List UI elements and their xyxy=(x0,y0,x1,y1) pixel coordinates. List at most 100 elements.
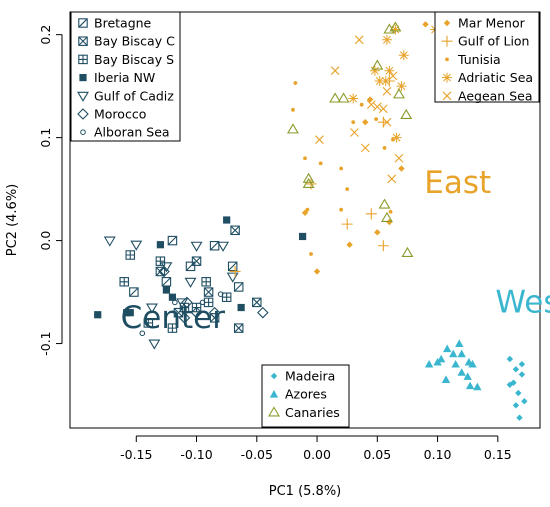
x-tick-label: -0.10 xyxy=(180,447,212,462)
data-point xyxy=(366,100,376,110)
data-point xyxy=(457,368,466,376)
x-axis-label: PC1 (5.8%) xyxy=(269,484,342,499)
y-axis-label: PC2 (4.6%) xyxy=(5,184,20,257)
series-tunisia xyxy=(291,81,395,256)
data-point xyxy=(366,96,374,103)
legend-marker-azores xyxy=(269,390,279,398)
data-point xyxy=(217,291,224,297)
data-point xyxy=(374,117,379,121)
data-point xyxy=(515,389,522,397)
data-point xyxy=(156,241,164,249)
data-point xyxy=(465,381,475,390)
data-point xyxy=(199,299,206,306)
data-point xyxy=(351,120,356,125)
data-point xyxy=(371,59,384,70)
data-point xyxy=(315,135,324,145)
data-point xyxy=(374,75,385,86)
legend-box xyxy=(434,11,540,103)
region-label-center: Center xyxy=(121,300,226,336)
data-point xyxy=(230,225,240,236)
y-tick-label: 0.0 xyxy=(38,231,53,251)
data-point xyxy=(318,161,323,166)
data-point xyxy=(341,218,353,230)
data-point xyxy=(119,277,129,287)
data-point xyxy=(457,349,466,358)
data-point xyxy=(518,371,526,378)
data-point xyxy=(359,102,364,107)
data-point xyxy=(396,81,407,92)
data-point xyxy=(424,359,434,368)
data-point xyxy=(227,261,238,272)
y-tick-label: -0.1 xyxy=(38,331,53,355)
data-point xyxy=(339,166,344,171)
data-point xyxy=(451,359,460,368)
data-point xyxy=(293,81,298,85)
data-point xyxy=(291,107,295,112)
legend-marker-tunisia xyxy=(445,57,449,62)
legend-label-azores: Azores xyxy=(285,387,327,402)
data-point xyxy=(172,299,178,306)
data-point xyxy=(512,402,520,409)
data-point xyxy=(302,172,315,183)
data-point xyxy=(518,360,526,368)
data-point xyxy=(381,34,392,45)
legend-top-right: Mar Menor Gulf of Lion Tunisia Adriatic Sea… xyxy=(434,11,540,103)
x-tick-label: 0.10 xyxy=(424,447,452,462)
data-point xyxy=(155,256,166,266)
legend-label-gulf-of-lion: Gulf of Lion xyxy=(458,34,529,49)
x-tick-label: 0.05 xyxy=(363,447,391,462)
data-point xyxy=(208,306,221,319)
legend-top-left: Bretagne Bay Biscay C Bay Biscay S Iberia N… xyxy=(70,11,181,142)
legend-label-madeira: Madeira xyxy=(285,369,335,384)
legend-marker-gulf-of-lion xyxy=(441,35,453,47)
x-tick-label: -0.05 xyxy=(241,447,273,462)
series-alboran-sea xyxy=(139,291,224,337)
legend-label-bay-biscay-s: Bay Biscay S xyxy=(94,52,174,67)
data-point xyxy=(389,21,402,32)
data-point xyxy=(123,309,131,317)
data-point xyxy=(380,75,391,86)
legend-marker-adriatic-sea xyxy=(442,72,452,83)
series-azores xyxy=(424,339,482,391)
data-point xyxy=(449,349,458,358)
x-tick-label: 0.00 xyxy=(303,447,331,462)
legend-label-mar-menor: Mar Menor xyxy=(458,16,526,31)
data-point xyxy=(382,86,392,96)
data-point xyxy=(388,209,393,214)
data-point xyxy=(345,187,350,192)
legend-marker-aegean-sea xyxy=(442,91,452,101)
legend-marker-mar-menor xyxy=(443,19,451,27)
data-point xyxy=(329,92,342,103)
data-point xyxy=(125,250,136,260)
data-point xyxy=(155,266,166,277)
data-point xyxy=(346,241,353,248)
legend-marker-madeira xyxy=(270,372,278,380)
data-point xyxy=(257,306,269,319)
legend-label-alboran-sea: Alboran Sea xyxy=(94,125,170,140)
data-point xyxy=(191,256,202,266)
legend-marker-iberia-nw xyxy=(79,74,87,82)
data-point xyxy=(303,156,307,161)
data-point xyxy=(436,354,446,363)
y-tick-label: 0.2 xyxy=(38,25,53,45)
legend-label-bretagne: Bretagne xyxy=(94,16,152,31)
series-iberia-nw xyxy=(94,216,307,319)
legend-label-iberia-nw: Iberia NW xyxy=(94,70,155,85)
data-point xyxy=(184,277,197,288)
data-point xyxy=(176,298,189,309)
data-point xyxy=(103,236,116,247)
plot-frame xyxy=(69,11,541,429)
data-point xyxy=(443,344,452,353)
data-point xyxy=(201,277,211,287)
data-point xyxy=(391,132,402,143)
series-gulf-of-cadiz xyxy=(103,236,239,350)
data-point xyxy=(521,398,528,405)
data-point xyxy=(161,277,172,287)
data-point xyxy=(468,359,477,368)
data-point xyxy=(506,355,514,363)
series-aegean-sea xyxy=(315,35,404,184)
data-point xyxy=(387,174,397,184)
data-point xyxy=(455,339,464,347)
data-point xyxy=(168,293,177,301)
